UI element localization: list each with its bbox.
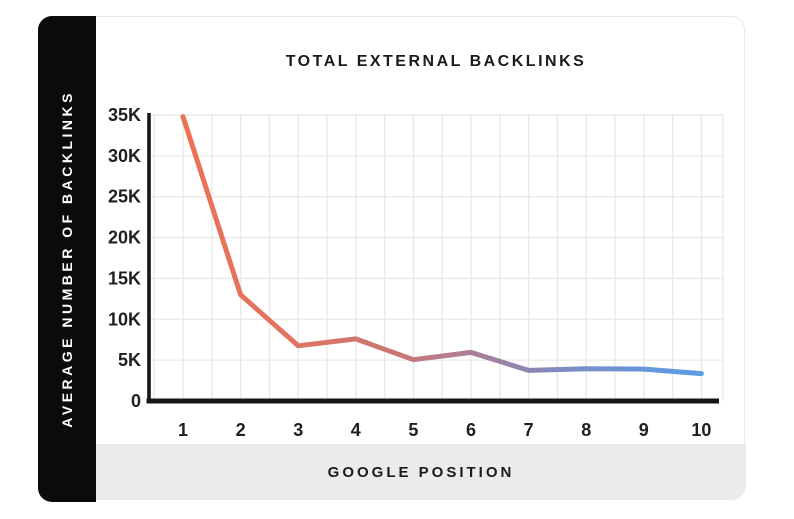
x-tick-label: 10 [691,420,711,440]
data-line [180,114,704,377]
x-tick-label: 8 [581,420,591,440]
chart-card: AVERAGE NUMBER OF BACKLINKS TOTAL EXTERN… [38,16,746,502]
y-tick-label: 35K [108,105,141,125]
y-tick-label: 25K [108,187,141,207]
x-tick-label: 2 [236,420,246,440]
y-axis-band: AVERAGE NUMBER OF BACKLINKS [38,16,96,502]
x-tick-label: 4 [351,420,361,440]
x-tick-label: 6 [466,420,476,440]
y-tick-label: 15K [108,268,141,288]
y-tick-label: 20K [108,228,141,248]
y-axis-title: AVERAGE NUMBER OF BACKLINKS [59,90,75,428]
x-axis-title: GOOGLE POSITION [327,463,515,481]
y-tick-label: 0 [131,391,141,411]
y-tick-label: 10K [108,309,141,329]
x-tick-label: 3 [293,420,303,440]
backlinks-line-chart: 35K 30K 25K 20K 15K 10K 5K 0 1 2 3 4 5 6 7 8 9 10 [108,105,724,440]
x-tick-label: 5 [408,420,418,440]
x-tick-label: 7 [524,420,534,440]
y-tick-label: 30K [108,146,141,166]
x-tick-label: 1 [178,420,188,440]
x-tick-label: 9 [639,420,649,440]
chart-title: TOTAL EXTERNAL BACKLINKS [285,53,587,70]
y-tick-label: 5K [118,350,141,370]
x-axis-band: GOOGLE POSITION [96,444,746,500]
